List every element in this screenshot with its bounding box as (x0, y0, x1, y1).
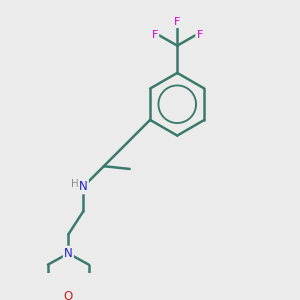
Text: N: N (64, 247, 73, 260)
Text: F: F (196, 30, 203, 40)
Text: O: O (64, 290, 73, 300)
Text: F: F (152, 30, 158, 40)
Text: F: F (174, 17, 180, 27)
Text: H: H (71, 179, 79, 189)
Text: N: N (79, 180, 88, 193)
